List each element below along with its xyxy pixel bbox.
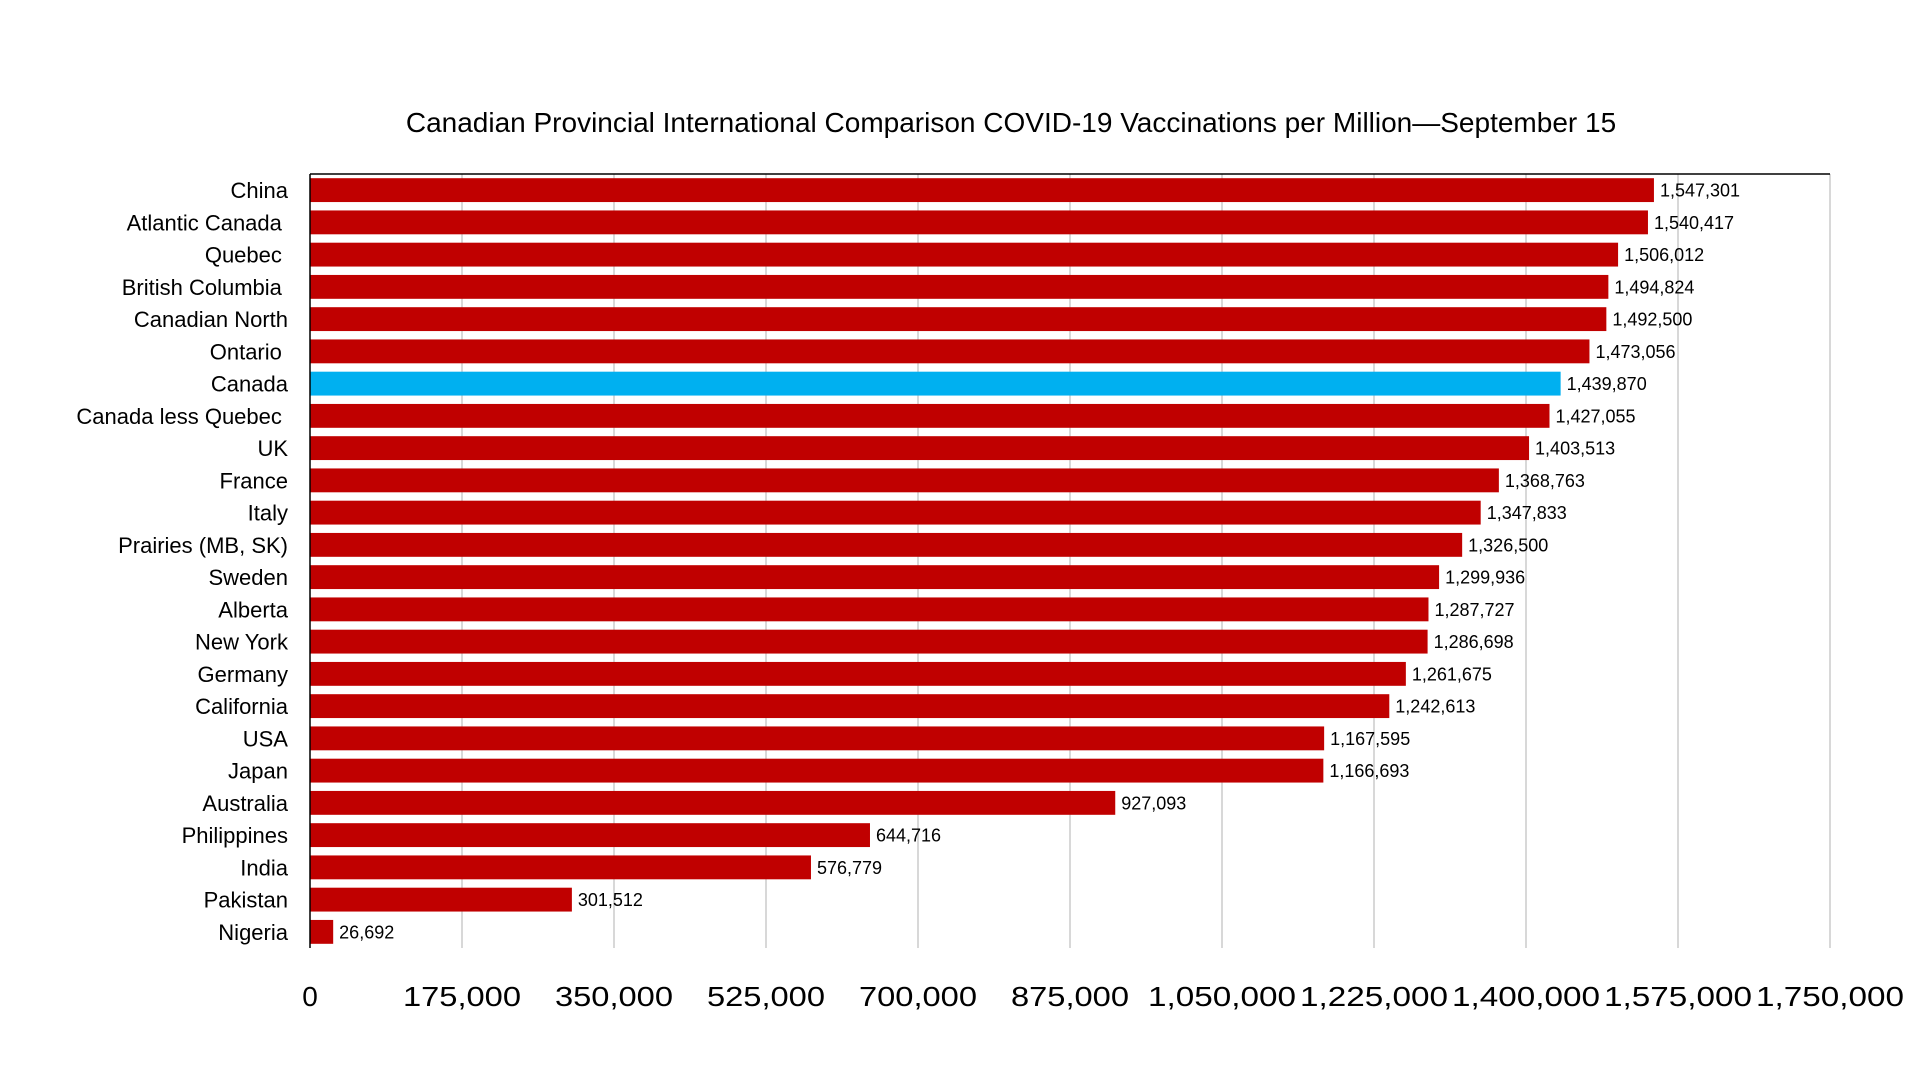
category-label: China	[231, 178, 289, 203]
value-label: 1,242,613	[1395, 697, 1475, 717]
bar	[310, 597, 1429, 622]
x-tick-label: 700,000	[859, 981, 977, 1012]
category-label: British Columbia	[122, 275, 288, 300]
x-tick-label: 1,050,000	[1148, 981, 1296, 1012]
bar	[310, 823, 870, 848]
value-label: 1,473,056	[1595, 342, 1675, 362]
category-label: Italy	[248, 501, 288, 526]
bar	[310, 694, 1390, 719]
category-label: California	[195, 694, 289, 719]
x-tick-label: 1,400,000	[1452, 981, 1600, 1012]
x-tick-label: 175,000	[403, 981, 521, 1012]
bar	[310, 436, 1530, 461]
category-label: India	[240, 855, 288, 880]
category-label: UK	[257, 436, 288, 461]
category-label: Atlantic Canada	[127, 210, 288, 235]
bar	[310, 403, 1550, 428]
category-label: Australia	[202, 791, 288, 816]
bar	[310, 726, 1325, 751]
value-label: 1,492,500	[1612, 310, 1692, 330]
x-tick-label: 0	[302, 981, 318, 1012]
category-label: Pakistan	[204, 888, 288, 913]
bar	[310, 210, 1648, 235]
x-tick-label: 350,000	[555, 981, 673, 1012]
bar	[310, 758, 1324, 783]
bar	[310, 629, 1428, 654]
value-label: 1,299,936	[1445, 568, 1525, 588]
category-label: Prairies (MB, SK)	[118, 533, 288, 558]
bar	[310, 919, 334, 944]
category-label: Philippines	[182, 823, 288, 848]
bar	[310, 468, 1499, 493]
bar	[310, 855, 811, 880]
bar	[310, 661, 1406, 686]
bar	[310, 371, 1561, 396]
value-label: 1,540,417	[1654, 213, 1734, 233]
category-label: Nigeria	[218, 920, 288, 945]
bar	[310, 274, 1609, 299]
category-label: Germany	[198, 662, 288, 687]
value-label: 26,692	[339, 922, 394, 942]
value-label: 301,512	[578, 890, 643, 910]
value-label: 1,166,693	[1329, 761, 1409, 781]
value-label: 1,287,727	[1434, 600, 1514, 620]
value-label: 1,427,055	[1555, 406, 1635, 426]
value-label: 644,716	[876, 826, 941, 846]
x-tick-label: 1,225,000	[1300, 981, 1448, 1012]
value-label: 1,368,763	[1505, 471, 1585, 491]
x-tick-label: 1,575,000	[1604, 981, 1752, 1012]
x-tick-label: 1,750,000	[1756, 981, 1904, 1012]
value-labels: 1,547,301 1,540,417 1,506,012 1,494,824 1,49…	[339, 181, 1740, 943]
category-label: Ontario	[210, 339, 288, 364]
bar	[310, 532, 1463, 557]
category-label: New York	[195, 630, 289, 655]
category-labels: China Atlantic Canada Quebec British Colu…	[76, 178, 289, 945]
category-label: Canadian North	[134, 307, 288, 332]
value-label: 1,494,824	[1614, 277, 1694, 297]
category-label: Alberta	[218, 597, 288, 622]
category-label: Canada	[211, 372, 289, 397]
category-label: Quebec	[205, 243, 288, 268]
chart-title: Canadian Provincial International Compar…	[406, 107, 1616, 138]
value-label: 1,547,301	[1660, 181, 1740, 201]
value-label: 1,326,500	[1468, 535, 1548, 555]
category-label: Sweden	[208, 565, 288, 590]
x-tick-label: 875,000	[1011, 981, 1129, 1012]
category-label: Japan	[228, 759, 288, 784]
bars	[310, 178, 1654, 944]
value-label: 1,403,513	[1535, 439, 1615, 459]
value-label: 1,167,595	[1330, 729, 1410, 749]
bar	[310, 242, 1619, 267]
value-label: 1,261,675	[1412, 664, 1492, 684]
value-label: 1,506,012	[1624, 245, 1704, 265]
value-label: 1,286,698	[1434, 632, 1514, 652]
bar	[310, 887, 572, 912]
value-label: 576,779	[817, 858, 882, 878]
value-label: 927,093	[1121, 793, 1186, 813]
value-label: 1,439,870	[1567, 374, 1647, 394]
bar	[310, 339, 1590, 364]
value-label: 1,347,833	[1487, 503, 1567, 523]
bar	[310, 500, 1481, 525]
bar	[310, 565, 1440, 590]
bar	[310, 790, 1116, 815]
category-label: France	[220, 468, 288, 493]
category-label: Canada less Quebec	[76, 404, 288, 429]
x-axis-tick-labels: 0 175,000 350,000 525,000 700,000 875,000 1,05…	[302, 981, 1904, 1012]
gridlines	[461, 174, 1831, 948]
x-tick-label: 525,000	[707, 981, 825, 1012]
category-label: USA	[243, 726, 289, 751]
bar	[310, 178, 1654, 203]
bar	[310, 307, 1607, 332]
